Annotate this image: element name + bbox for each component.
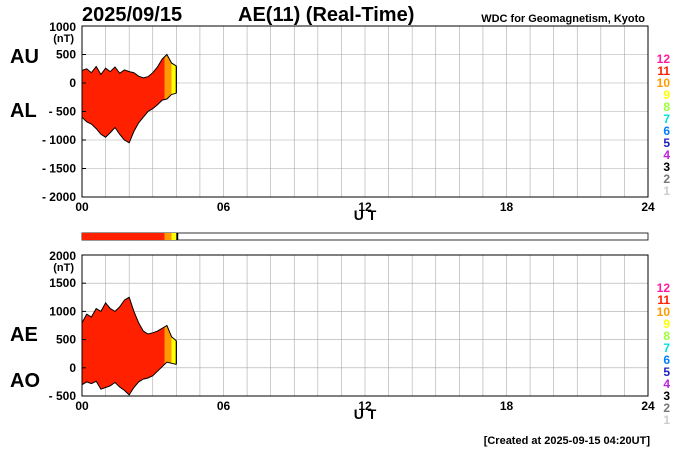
legend-level-6: 6 <box>663 353 670 367</box>
y-tick-label: 500 <box>56 333 76 347</box>
x-tick-label: 18 <box>500 399 514 413</box>
x-axis-label: U T <box>354 406 377 422</box>
y-tick-label: 0 <box>69 361 76 375</box>
series-line-ao <box>81 361 177 396</box>
legend-level-5: 5 <box>663 365 670 379</box>
y-tick-label: 0 <box>69 76 76 90</box>
legend-level-8: 8 <box>663 100 670 114</box>
legend-level-2: 2 <box>663 172 670 186</box>
legend-level-4: 4 <box>663 148 670 162</box>
series-line-ae <box>81 296 177 342</box>
area-segment-2 <box>164 54 172 100</box>
legend-level-11: 11 <box>657 64 670 78</box>
y-tick-label: - 500 <box>49 389 77 403</box>
axis-label-ao: AO <box>10 370 40 392</box>
legend-level-3: 3 <box>663 160 670 174</box>
x-tick-label: 24 <box>641 200 655 214</box>
x-tick-label: 06 <box>217 399 231 413</box>
series-line-au <box>81 53 177 79</box>
plot-title: AE(11) (Real-Time) <box>238 4 414 26</box>
legend-level-12: 12 <box>657 52 671 66</box>
area-segment-2 <box>164 325 172 365</box>
legend-level-9: 9 <box>663 88 670 102</box>
legend-level-4: 4 <box>663 377 670 391</box>
axis-label-al: AL <box>10 100 37 122</box>
x-tick-label: 12 <box>358 200 372 214</box>
plot-frame <box>81 254 649 397</box>
x-tick-label: 00 <box>75 200 89 214</box>
legend-level-3: 3 <box>663 389 670 403</box>
axis-label-au: AU <box>10 46 39 68</box>
panel-2 <box>81 254 649 397</box>
y-tick-label: - 1500 <box>42 162 76 176</box>
area-segment-1 <box>82 56 165 143</box>
x-tick-label: 06 <box>217 200 231 214</box>
legend-level-6: 6 <box>663 124 670 138</box>
x-tick-label: 00 <box>75 399 89 413</box>
legend-level-5: 5 <box>663 136 670 150</box>
y-tick-label: - 500 <box>49 105 77 119</box>
y-tick-label: - 2000 <box>42 190 76 204</box>
legend-level-1: 1 <box>663 413 670 427</box>
legend-level-11: 11 <box>657 293 670 307</box>
area-segment-3 <box>171 63 177 95</box>
legend-level-1: 1 <box>663 184 670 198</box>
y-tick-label: 1500 <box>49 276 76 290</box>
area-segment-3 <box>171 336 177 365</box>
y-unit-label: (nT) <box>53 33 74 45</box>
coverage-segment-4 <box>176 233 179 240</box>
data-source: WDC for Geomagnetism, Kyoto <box>481 13 645 25</box>
panel-1 <box>81 25 649 198</box>
y-tick-label: 2000 <box>49 249 76 263</box>
x-tick-label: 12 <box>358 399 372 413</box>
coverage-segment-2 <box>164 233 172 240</box>
coverage-bar <box>81 232 649 241</box>
x-axis-label: U T <box>354 207 377 223</box>
series-line-al <box>81 92 177 144</box>
y-unit-label: (nT) <box>53 262 74 274</box>
y-tick-label: 500 <box>56 48 76 62</box>
coverage-segment-3 <box>171 233 177 240</box>
legend-level-10: 10 <box>657 305 671 319</box>
legend-level-10: 10 <box>657 76 671 90</box>
x-tick-label: 24 <box>641 399 655 413</box>
area-segment-1 <box>82 297 165 395</box>
legend-level-7: 7 <box>663 112 670 126</box>
x-tick-label: 18 <box>500 200 514 214</box>
legend-level-12: 12 <box>657 281 671 295</box>
axis-label-ae: AE <box>10 324 38 346</box>
created-timestamp: [Created at 2025-09-15 04:20UT] <box>484 435 651 447</box>
legend-level-2: 2 <box>663 401 670 415</box>
y-tick-label: 1000 <box>49 20 76 34</box>
plot-date: 2025/09/15 <box>82 4 182 26</box>
coverage-segment-1 <box>82 233 165 240</box>
y-tick-label: 1000 <box>49 304 76 318</box>
legend-level-7: 7 <box>663 341 670 355</box>
legend-level-8: 8 <box>663 329 670 343</box>
legend-level-9: 9 <box>663 317 670 331</box>
y-tick-label: - 1000 <box>42 133 76 147</box>
